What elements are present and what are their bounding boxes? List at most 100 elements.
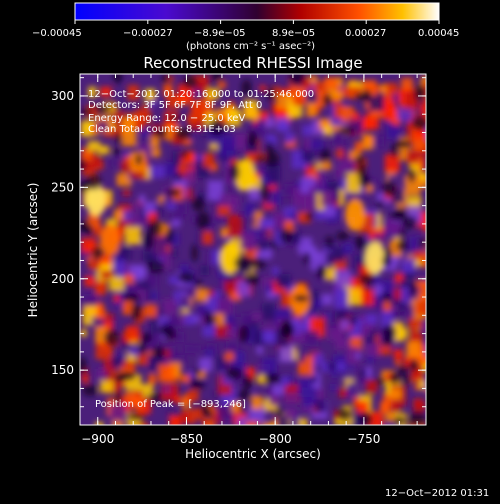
dark-blob xyxy=(274,407,284,417)
image-pixel xyxy=(204,291,221,313)
x-tick-label: −900 xyxy=(81,432,114,446)
image-pixel xyxy=(374,284,383,295)
image-pixel xyxy=(125,226,141,245)
image-pixel xyxy=(226,109,241,127)
x-axis-label: Heliocentric X (arcsec) xyxy=(185,447,321,461)
image-pixel xyxy=(425,342,426,357)
image-pixel xyxy=(379,401,390,414)
image-pixel xyxy=(97,121,109,131)
image-pixel xyxy=(246,421,259,425)
annotation-time-range: 12−Oct−2012 01:20:16.000 to 01:25:46.000 xyxy=(88,89,314,100)
image-pixel xyxy=(136,267,147,277)
image-pixel xyxy=(425,379,426,390)
image-pixel xyxy=(305,310,315,318)
image-pixel xyxy=(232,181,242,193)
dark-blob xyxy=(91,246,104,260)
image-pixel xyxy=(346,172,361,193)
image-pixel xyxy=(217,205,231,216)
image-pixel xyxy=(310,138,324,150)
colorbar-tick-label: −0.00027 xyxy=(123,28,173,39)
image-pixel xyxy=(185,170,197,184)
image-pixel xyxy=(290,230,301,245)
image-pixel xyxy=(320,190,336,207)
dark-blob xyxy=(396,239,409,252)
image-pixel xyxy=(179,162,187,173)
dark-blob xyxy=(165,188,182,197)
image-pixel xyxy=(171,219,181,227)
image-pixel xyxy=(234,133,249,150)
image-pixel xyxy=(218,115,229,125)
image-pixel xyxy=(163,386,171,394)
dark-blob xyxy=(402,374,412,386)
image-pixel xyxy=(257,118,265,129)
image-pixel xyxy=(88,86,97,98)
image-pixel xyxy=(334,288,350,309)
dark-blob xyxy=(147,392,162,403)
dark-blob xyxy=(362,89,372,103)
image-pixel xyxy=(166,94,180,109)
dark-blob xyxy=(390,143,398,159)
image-pixel xyxy=(122,360,136,372)
dark-blob xyxy=(408,411,426,425)
image-pixel xyxy=(397,107,413,121)
colorbar-ticks xyxy=(74,20,440,24)
image-pixel xyxy=(310,375,318,383)
image-pixel xyxy=(224,329,234,337)
image-pixel xyxy=(332,247,345,262)
image-pixel xyxy=(244,202,256,217)
bright-spot xyxy=(235,159,255,191)
image-pixel xyxy=(127,85,139,101)
image-pixel xyxy=(231,402,240,412)
image-pixel xyxy=(180,174,189,186)
colorbar-tick-label: 0.00045 xyxy=(418,28,459,39)
image-pixel xyxy=(273,212,285,228)
image-pixel xyxy=(202,322,215,337)
dark-blob xyxy=(354,154,365,165)
image-pixel xyxy=(101,268,112,280)
image-pixel xyxy=(410,325,418,333)
dark-blob xyxy=(130,303,143,321)
dark-blob xyxy=(354,234,366,250)
dark-blob xyxy=(83,223,94,236)
image-pixel xyxy=(405,304,417,318)
image-pixel xyxy=(364,102,372,110)
image-pixel xyxy=(404,356,413,368)
image-pixel xyxy=(219,193,233,206)
image-pixel xyxy=(289,212,296,221)
image-pixel xyxy=(216,355,229,372)
dark-blob xyxy=(123,293,141,302)
image-pixel xyxy=(81,238,97,253)
image-pixel xyxy=(157,195,164,203)
image-pixel xyxy=(271,86,281,99)
annotation-clean: Clean Total counts: 8.31E+03 xyxy=(88,124,236,135)
image-pixel xyxy=(220,227,229,238)
image-pixel xyxy=(145,273,158,288)
image-pixel xyxy=(393,349,403,358)
dark-blob xyxy=(146,259,165,275)
image-pixel xyxy=(343,158,356,173)
dark-blob xyxy=(82,384,98,397)
dark-blob xyxy=(375,200,384,208)
image-pixel xyxy=(365,313,378,325)
image-pixel xyxy=(236,370,247,384)
dark-blob xyxy=(234,255,252,270)
image-pixel xyxy=(124,330,135,339)
image-pixel xyxy=(373,136,384,147)
dark-blob xyxy=(237,325,250,343)
dark-blob xyxy=(280,319,293,338)
image-pixel xyxy=(382,103,397,121)
image-pixel xyxy=(346,382,361,397)
dark-blob xyxy=(80,158,87,172)
image-pixel xyxy=(352,112,359,121)
y-tick-label: 300 xyxy=(51,89,74,103)
image-pixel xyxy=(384,218,401,233)
image-pixel xyxy=(413,399,424,412)
image-pixel xyxy=(183,315,196,325)
image-pixel xyxy=(401,258,416,273)
image-pixel xyxy=(116,173,132,187)
image-pixel xyxy=(380,310,394,328)
image-pixel xyxy=(342,87,350,96)
image-pixel xyxy=(360,326,370,337)
image-pixel xyxy=(297,211,312,223)
annotations: 12−Oct−2012 01:20:16.000 to 01:25:46.000… xyxy=(88,89,314,410)
